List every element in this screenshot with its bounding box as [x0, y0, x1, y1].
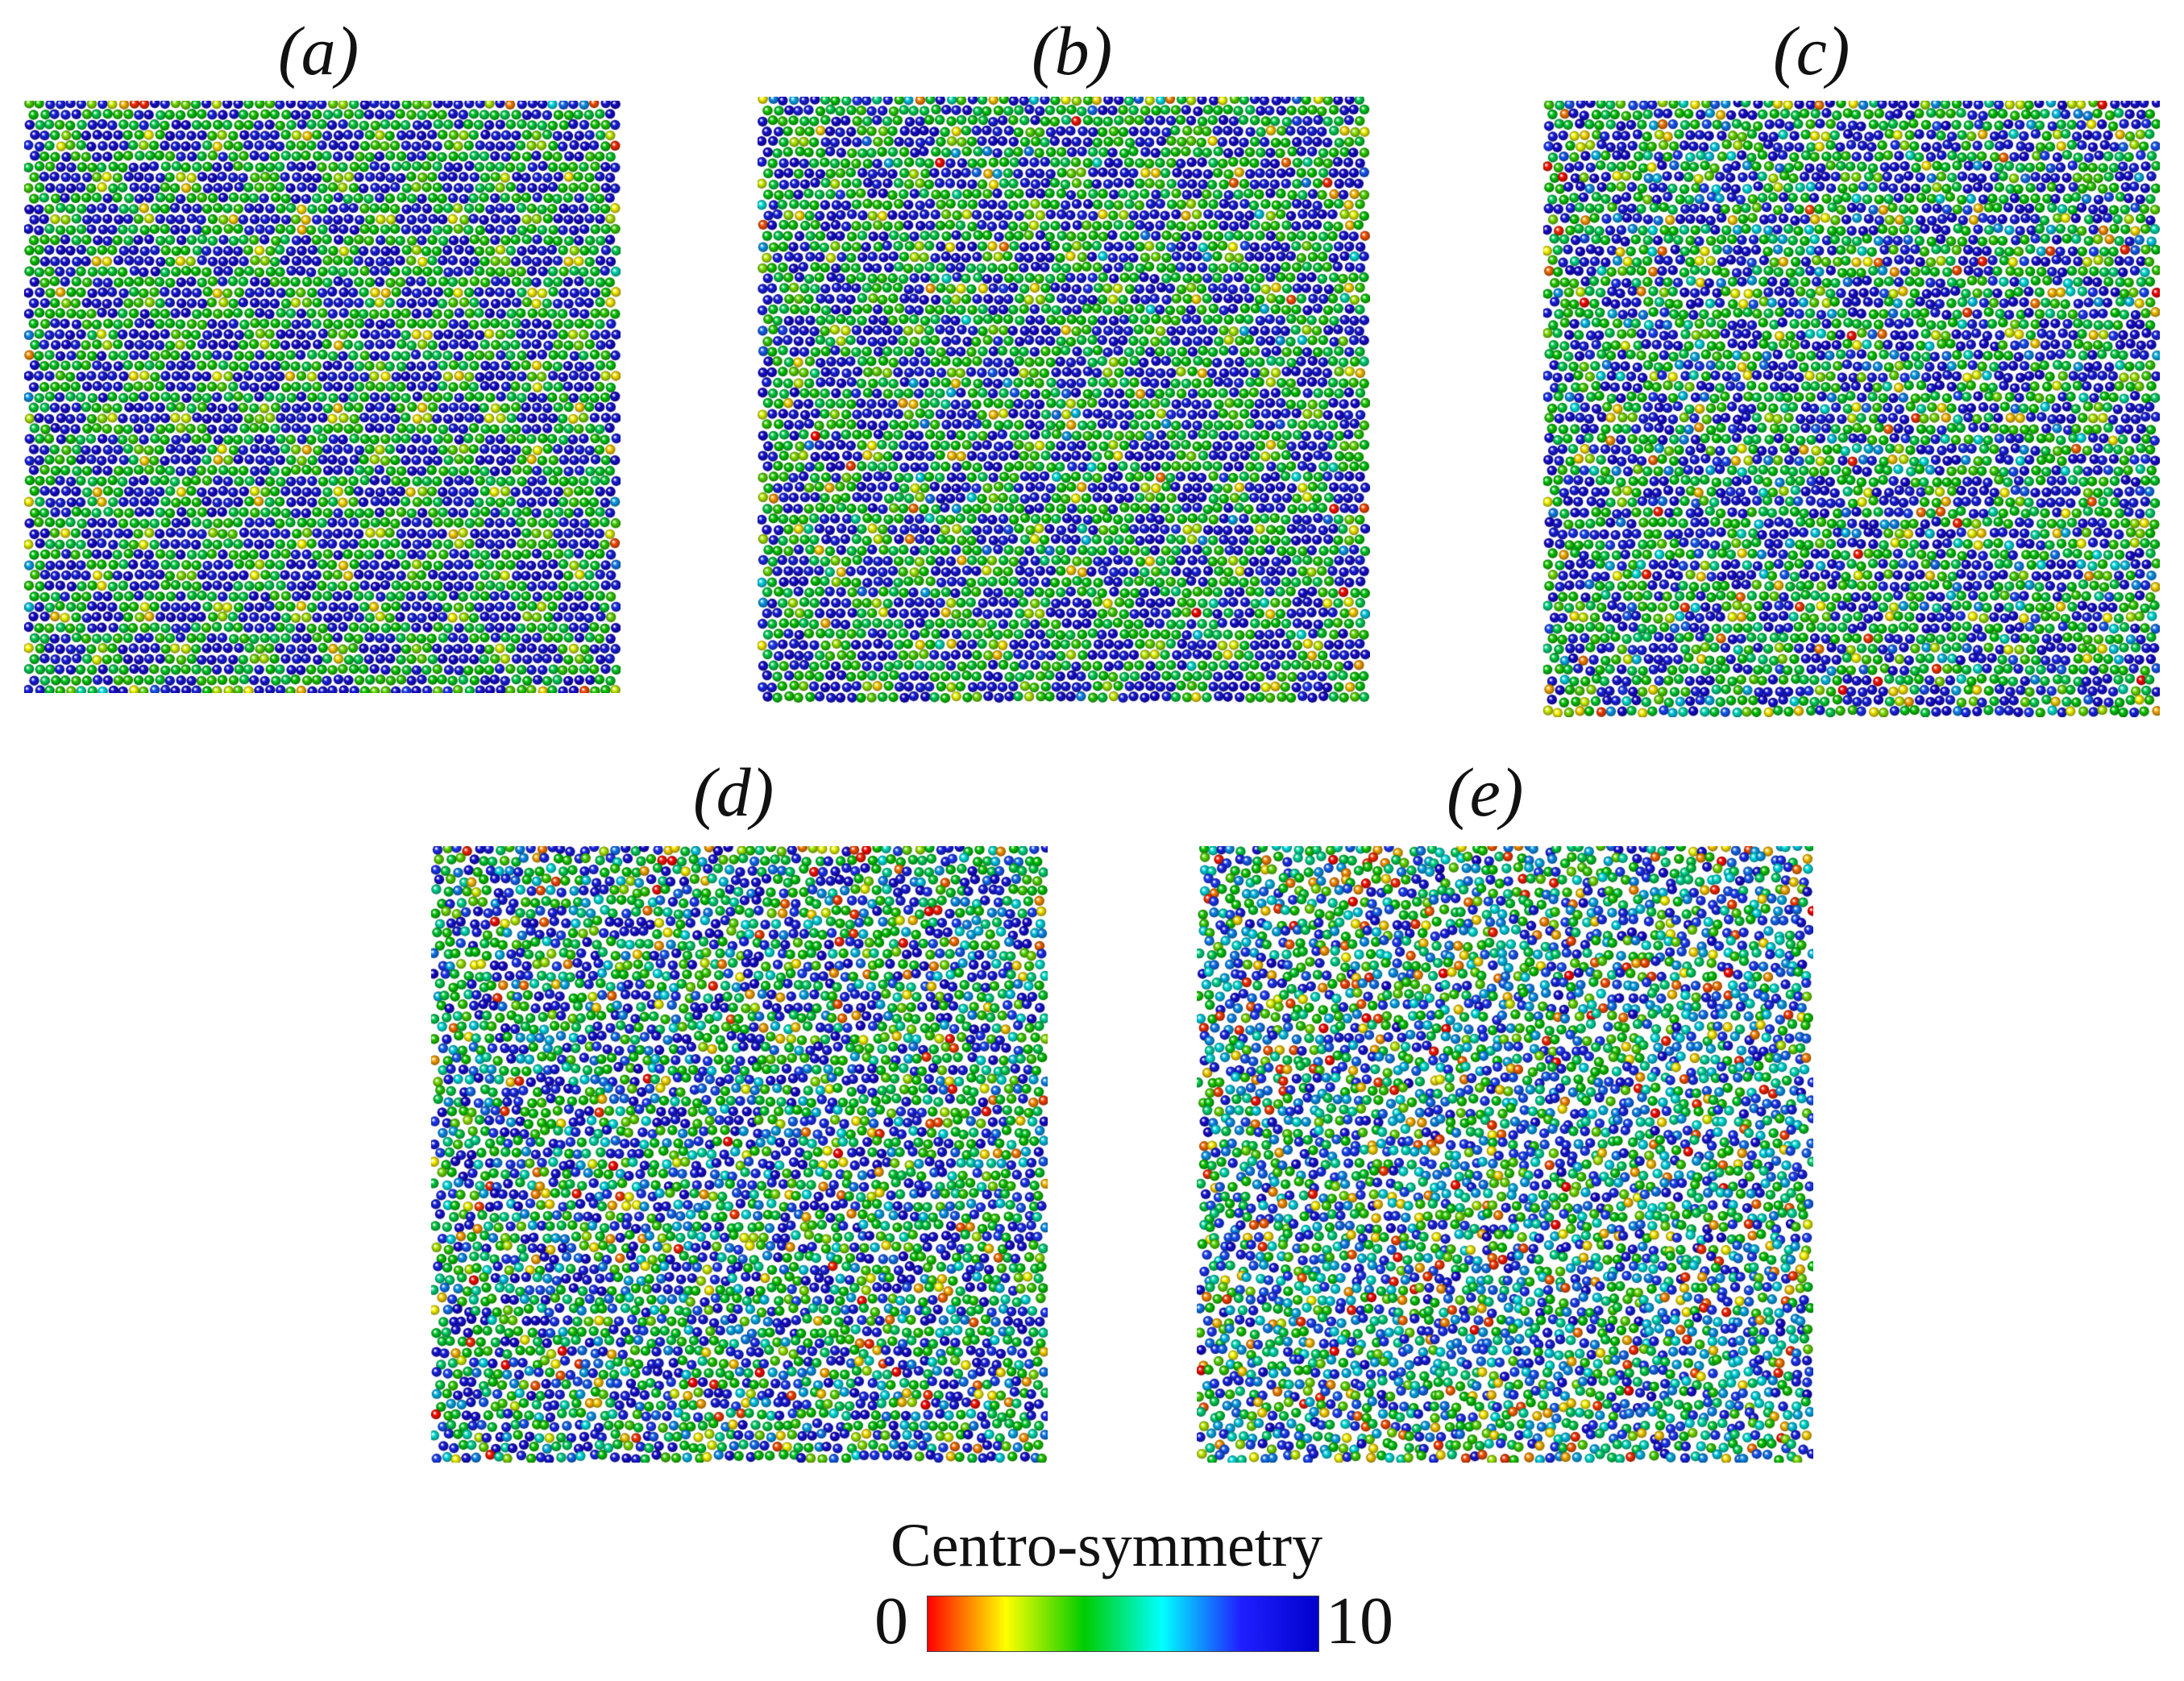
atom-map-panel-a [24, 101, 621, 693]
colorbar-gradient [927, 1596, 1319, 1652]
atom-map-panel-e [1197, 846, 1813, 1463]
atom-map-canvas-c [1543, 101, 2160, 717]
atom-map-canvas-b [758, 97, 1370, 709]
atom-map-panel-b [758, 97, 1370, 709]
panel-label-a: (a) [278, 12, 359, 89]
atom-map-canvas-e [1197, 846, 1813, 1463]
atom-map-canvas-a [24, 101, 621, 693]
panel-label-d: (d) [693, 753, 774, 831]
atom-map-panel-c [1543, 101, 2160, 717]
colorbar-title: Centro-symmetry [891, 1512, 1323, 1579]
atom-map-canvas-d [431, 846, 1048, 1463]
panel-label-e: (e) [1447, 753, 1524, 831]
panel-label-c: (c) [1773, 12, 1850, 89]
colorbar-max-label: 10 [1326, 1583, 1393, 1658]
panel-label-b: (b) [1032, 12, 1113, 89]
atom-map-panel-d [431, 846, 1048, 1463]
colorbar-min-label: 0 [874, 1583, 908, 1658]
